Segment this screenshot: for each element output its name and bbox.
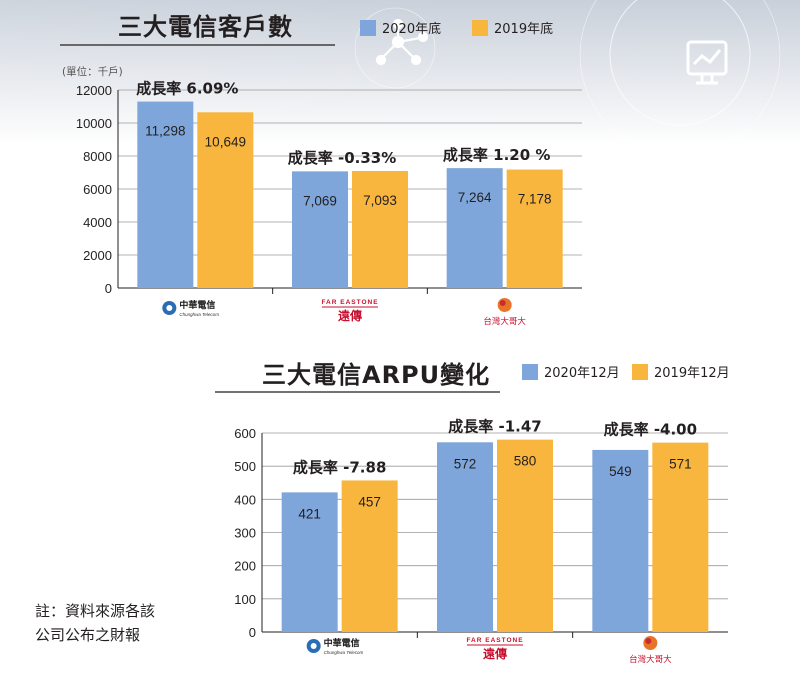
footnote-line-2: 公司公布之財報: [35, 626, 140, 644]
growth-rate-label: 成長率 -1.47: [448, 418, 541, 436]
bar-value-label: 421: [298, 506, 321, 521]
arpu-chart: 三大電信ARPU變化 2020年12月 2019年12月 0 100 200 300 400 5…: [215, 361, 730, 665]
bar-value-label: 571: [669, 457, 692, 472]
legend-label-0: 2020年12月: [544, 366, 620, 381]
y-tick-label: 300: [234, 526, 256, 541]
logo-taiwan-mobile-text: 台灣大哥大: [629, 654, 672, 665]
y-tick-label: 4000: [83, 215, 112, 230]
bar-value-label: 580: [514, 454, 537, 469]
logo-fareastone-sub: FAR EASTONE: [466, 637, 523, 644]
growth-rate-label: 成長率 1.20 %: [443, 146, 550, 164]
bar-s2: [197, 112, 254, 288]
legend-label-0: 2020年底: [382, 21, 441, 37]
legend-swatch-1: [632, 364, 648, 380]
y-tick-label: 6000: [83, 182, 112, 197]
y-tick-label: 0: [105, 281, 112, 296]
bar-s1: [292, 171, 348, 288]
growth-rate-label: 成長率 6.09%: [136, 80, 238, 98]
bar-value-label: 11,298: [145, 124, 185, 139]
customer-count-chart: 三大電信客戶數 2020年底 2019年底 (單位：千戶) 0 2000 4000 6000 8…: [60, 13, 582, 327]
header-decoration: [354, 0, 781, 156]
y-tick-label: 12000: [76, 83, 112, 98]
footnote-line-1: 註：資料來源各該: [35, 602, 155, 620]
bar-s1: [137, 101, 194, 288]
chunghwa-logo-icon-core: [310, 643, 317, 649]
bar-value-label: 457: [358, 494, 381, 509]
logo-chunghwa-sub: Chunghwa Telecom: [324, 650, 364, 655]
bar-value-label: 7,178: [518, 192, 552, 207]
network-graph-icon: [375, 18, 429, 66]
bar-value-label: 7,264: [458, 190, 492, 205]
legend-swatch-0: [360, 20, 376, 36]
y-tick-label: 200: [234, 559, 256, 574]
bar-value-label: 10,649: [205, 134, 246, 149]
growth-rate-label: 成長率 -4.00: [604, 421, 697, 439]
bar-value-label: 549: [609, 464, 632, 479]
bar-s2: [506, 169, 563, 288]
y-tick-label: 500: [234, 459, 256, 474]
y-tick-label: 600: [234, 426, 256, 441]
logo-fareastone-text: 遠傳: [483, 646, 507, 661]
bar-s2: [341, 480, 398, 632]
growth-rate-label: 成長率 -7.88: [293, 458, 386, 476]
bar-s1: [446, 168, 503, 288]
y-tick-label: 100: [234, 592, 256, 607]
chart-title: 三大電信ARPU變化: [262, 361, 490, 389]
logo-chunghwa-text: 中華電信: [324, 637, 360, 649]
logo-fareastone-text: 遠傳: [338, 308, 362, 323]
bar-value-label: 7,093: [363, 193, 397, 208]
y-tick-label: 0: [249, 625, 256, 640]
legend-swatch-0: [522, 364, 538, 380]
bar-value-label: 7,069: [303, 193, 337, 208]
y-tick-label: 400: [234, 492, 256, 507]
bar-s2: [497, 439, 553, 632]
y-tick-label: 8000: [83, 149, 112, 164]
bar-s1: [592, 449, 649, 632]
bar-s1: [437, 442, 493, 632]
growth-rate-label: 成長率 -0.33%: [288, 149, 397, 167]
logo-chunghwa-sub: Chunghwa Telecom: [179, 312, 219, 317]
taiwan-mobile-logo-icon-core: [499, 300, 506, 306]
legend-label-1: 2019年12月: [654, 366, 730, 381]
y-tick-label: 2000: [83, 248, 112, 263]
logo-chunghwa-text: 中華電信: [179, 299, 215, 311]
chunghwa-logo-icon-core: [166, 305, 173, 311]
legend-swatch-1: [472, 20, 488, 36]
taiwan-mobile-logo-icon-core: [645, 638, 652, 644]
legend-label-1: 2019年底: [494, 21, 553, 37]
logo-taiwan-mobile-text: 台灣大哥大: [483, 316, 526, 327]
chart-title: 三大電信客戶數: [118, 13, 293, 41]
logo-fareastone-sub: FAR EASTONE: [321, 299, 378, 306]
bar-value-label: 572: [454, 456, 477, 471]
bar-s1: [281, 492, 338, 632]
monitor-chart-icon: [686, 40, 728, 85]
bar-s2: [652, 442, 709, 632]
y-axis-label: (單位：千戶): [62, 65, 123, 78]
bar-s2: [352, 170, 408, 288]
y-tick-label: 10000: [76, 116, 112, 131]
